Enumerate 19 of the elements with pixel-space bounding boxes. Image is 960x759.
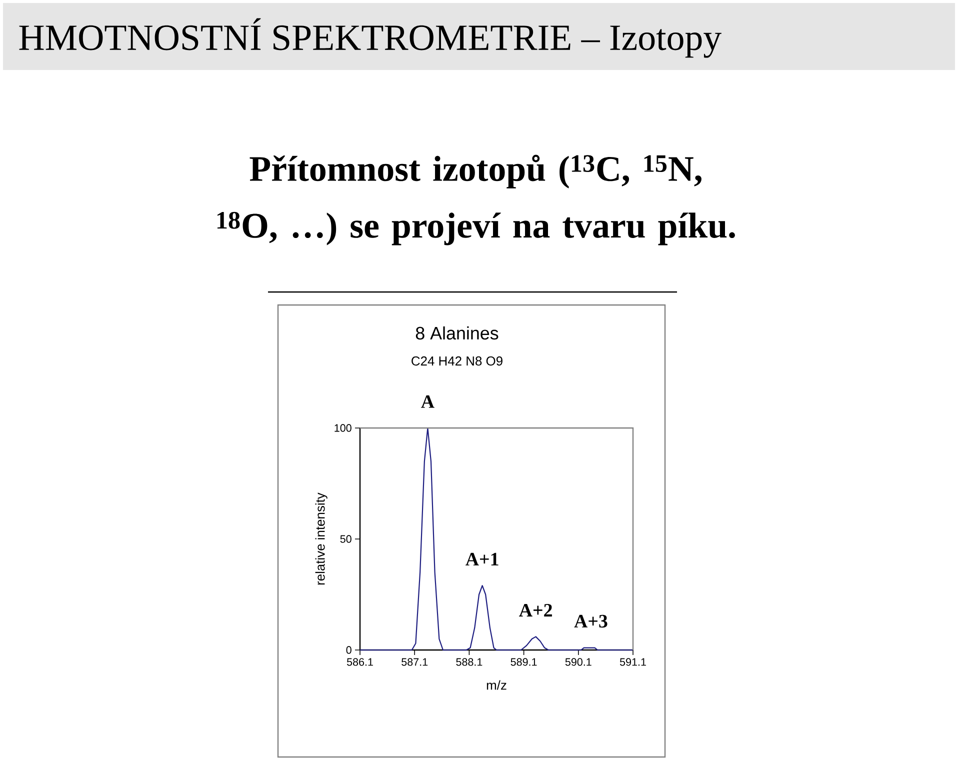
x-tick-label: 588.1: [456, 658, 482, 666]
y-axis-title: relative intensity: [315, 492, 328, 585]
annotation: A+3: [574, 614, 608, 628]
text: C24 H42 N8 O9: [412, 356, 502, 366]
chart-title: HMOTNOSTNÍ SPEKTROMETRIE – Izotopy: [19, 18, 722, 58]
y-tick-label: 50: [340, 535, 352, 543]
y-tick-label: 100: [334, 424, 352, 432]
x-tick-label: 590.1: [565, 658, 592, 666]
text: Přítomnost izotopů ($^{13}$C, $^{15}$N, $^{18}$O, …) se projeví na tvaru píku.: [217, 154, 735, 246]
annotation: A+1: [466, 552, 498, 566]
x-tick-label: 587.1: [402, 658, 428, 666]
annotation: A+2: [519, 604, 552, 616]
x-tick-label: 586.1: [346, 658, 373, 666]
y-tick-label: 0: [346, 646, 352, 654]
x-axis-title: m/z: [486, 680, 506, 690]
x-tick-label: 591.1: [620, 658, 646, 666]
x-tick-label: 589.1: [510, 658, 537, 666]
annotation: A: [421, 395, 434, 408]
text: 8 Alanines: [416, 326, 498, 340]
